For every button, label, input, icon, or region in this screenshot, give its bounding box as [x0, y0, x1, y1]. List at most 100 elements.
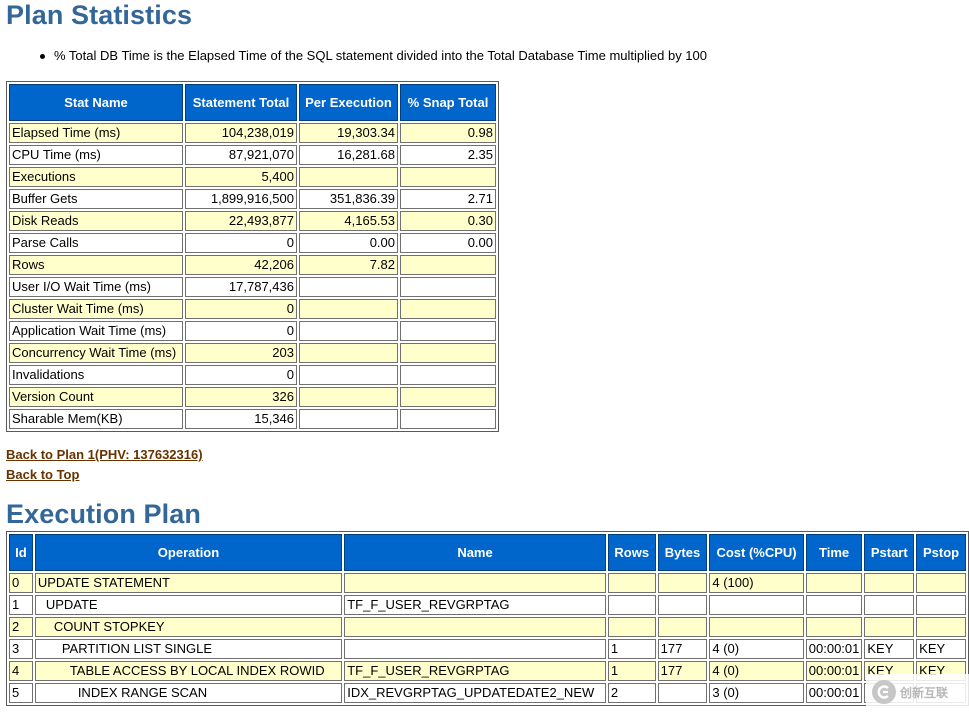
table-row: Parse Calls 0 0.00 0.00	[9, 233, 496, 253]
column-header: Pstop	[916, 534, 966, 571]
plan-cell	[344, 617, 606, 637]
plan-statistics-heading: Plan Statistics	[6, 0, 193, 30]
stat-name-cell: Application Wait Time (ms)	[9, 321, 183, 341]
stat-value-cell	[299, 365, 398, 385]
table-header-row: Stat Name Statement Total Per Execution …	[9, 84, 496, 121]
plan-cell: UPDATE STATEMENT	[34, 573, 343, 593]
stat-value-cell: 0	[185, 321, 297, 341]
table-row: Buffer Gets 1,899,916,500 351,836.39 2.71	[9, 189, 496, 209]
plan-cell: 4	[9, 661, 33, 681]
stat-value-cell: 326	[185, 387, 297, 407]
column-header: Operation	[34, 534, 343, 571]
plan-cell	[864, 573, 915, 593]
plan-cell: 4 (0)	[709, 639, 804, 659]
stat-name-cell: Buffer Gets	[9, 189, 183, 209]
stat-value-cell: 0	[185, 233, 297, 253]
plan-cell: 4 (0)	[709, 661, 804, 681]
plan-cell: KEY	[864, 639, 915, 659]
stat-name-cell: Version Count	[9, 387, 183, 407]
column-header: Cost (%CPU)	[709, 534, 804, 571]
table-row: 1 UPDATE TF_F_USER_REVGRPTAG	[9, 595, 966, 615]
execution-plan-heading: Execution Plan	[6, 499, 201, 529]
plan-cell	[344, 639, 606, 659]
table-row: CPU Time (ms) 87,921,070 16,281.68 2.35	[9, 145, 496, 165]
table-row: Elapsed Time (ms) 104,238,019 19,303.34 0.9…	[9, 123, 496, 143]
stat-name-cell: User I/O Wait Time (ms)	[9, 277, 183, 297]
stat-value-cell: 22,493,877	[185, 211, 297, 231]
execution-plan-table: Id Operation Name Rows Bytes Cost (%CPU)…	[6, 531, 969, 706]
plan-cell: 1	[607, 639, 656, 659]
column-header: Time	[805, 534, 863, 571]
plan-cell	[805, 595, 863, 615]
table-row: User I/O Wait Time (ms) 17,787,436	[9, 277, 496, 297]
stat-value-cell: 0	[185, 299, 297, 319]
plan-cell	[607, 573, 656, 593]
plan-cell: 00:00:01	[805, 661, 863, 681]
stat-value-cell	[400, 409, 496, 429]
table-row: 0 UPDATE STATEMENT 4 (100)	[9, 573, 966, 593]
db-time-note: % Total DB Time is the Elapsed Time of t…	[38, 48, 707, 63]
plan-cell: 1	[607, 661, 656, 681]
plan-cell	[657, 595, 708, 615]
logo-icon	[872, 680, 896, 704]
plan-cell	[657, 573, 708, 593]
plan-cell: 00:00:01	[805, 639, 863, 659]
plan-cell: 00:00:01	[805, 683, 863, 703]
stat-value-cell: 19,303.34	[299, 123, 398, 143]
stat-value-cell: 15,346	[185, 409, 297, 429]
plan-cell: 0	[9, 573, 33, 593]
plan-cell: UPDATE	[34, 595, 343, 615]
plan-cell: TF_F_USER_REVGRPTAG	[344, 661, 606, 681]
column-header: Pstart	[864, 534, 915, 571]
table-row: Rows 42,206 7.82	[9, 255, 496, 275]
plan-cell: 4 (100)	[709, 573, 804, 593]
table-row: 2 COUNT STOPKEY	[9, 617, 966, 637]
plan-cell	[607, 595, 656, 615]
stat-value-cell	[400, 167, 496, 187]
stat-name-cell: Cluster Wait Time (ms)	[9, 299, 183, 319]
back-to-plan-link[interactable]: Back to Plan 1(PHV: 137632316)	[6, 447, 203, 462]
stat-name-cell: Concurrency Wait Time (ms)	[9, 343, 183, 363]
stat-value-cell: 5,400	[185, 167, 297, 187]
column-header: % Snap Total	[400, 84, 496, 121]
stat-value-cell: 0.98	[400, 123, 496, 143]
watermark: 创新互联	[866, 674, 969, 710]
plan-cell: 177	[657, 661, 708, 681]
stat-value-cell	[400, 387, 496, 407]
plan-cell: COUNT STOPKEY	[34, 617, 343, 637]
stat-value-cell: 351,836.39	[299, 189, 398, 209]
back-to-top-link[interactable]: Back to Top	[6, 467, 80, 482]
stat-value-cell	[299, 343, 398, 363]
column-header: Rows	[607, 534, 656, 571]
column-header: Bytes	[657, 534, 708, 571]
stat-value-cell: 4,165.53	[299, 211, 398, 231]
plan-cell	[864, 595, 915, 615]
plan-cell	[805, 573, 863, 593]
column-header: Name	[344, 534, 606, 571]
plan-cell	[916, 595, 966, 615]
column-header: Id	[9, 534, 33, 571]
stat-name-cell: Executions	[9, 167, 183, 187]
stat-value-cell: 1,899,916,500	[185, 189, 297, 209]
plan-cell: 5	[9, 683, 33, 703]
plan-cell: 3	[9, 639, 33, 659]
plan-cell	[709, 595, 804, 615]
plan-statistics-table: Stat Name Statement Total Per Execution …	[6, 81, 499, 432]
stat-value-cell: 17,787,436	[185, 277, 297, 297]
plan-cell: IDX_REVGRPTAG_UPDATEDATE2_NEW	[344, 683, 606, 703]
table-row: Sharable Mem(KB) 15,346	[9, 409, 496, 429]
stat-value-cell: 2.35	[400, 145, 496, 165]
table-row: Executions 5,400	[9, 167, 496, 187]
column-header: Per Execution	[299, 84, 398, 121]
plan-cell: 177	[657, 639, 708, 659]
column-header: Statement Total	[185, 84, 297, 121]
stat-name-cell: Invalidations	[9, 365, 183, 385]
plan-cell: KEY	[916, 639, 966, 659]
plan-cell	[916, 573, 966, 593]
stat-value-cell: 16,281.68	[299, 145, 398, 165]
table-row: Cluster Wait Time (ms) 0	[9, 299, 496, 319]
watermark-text: 创新互联	[900, 685, 949, 700]
table-row: Invalidations 0	[9, 365, 496, 385]
stat-name-cell: CPU Time (ms)	[9, 145, 183, 165]
